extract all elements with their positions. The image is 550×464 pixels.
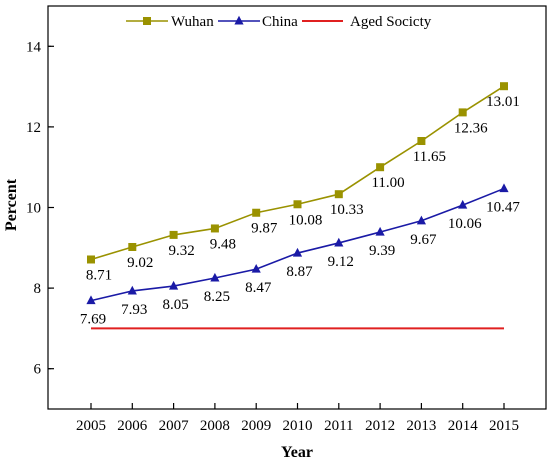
legend: Wuhan China Aged Socicty bbox=[126, 14, 432, 30]
data-label: 10.47 bbox=[486, 200, 520, 216]
x-tick-label: 2015 bbox=[489, 418, 519, 434]
marker-square bbox=[252, 208, 261, 217]
data-label: 8.25 bbox=[204, 289, 230, 305]
data-label: 13.01 bbox=[486, 94, 520, 110]
marker-square bbox=[334, 190, 343, 199]
data-label: 7.93 bbox=[121, 302, 147, 318]
x-tick-label: 2013 bbox=[406, 418, 436, 434]
marker-square bbox=[87, 255, 95, 264]
series-wuhan bbox=[87, 82, 508, 264]
data-label: 9.02 bbox=[127, 255, 153, 271]
y-tick-label: 8 bbox=[34, 281, 42, 297]
data-label: 7.69 bbox=[80, 312, 106, 328]
marker-triangle bbox=[127, 285, 137, 295]
marker-triangle bbox=[169, 280, 179, 290]
y-tick-label: 12 bbox=[26, 120, 41, 136]
data-label: 8.87 bbox=[286, 264, 313, 280]
marker-triangle bbox=[251, 263, 261, 273]
marker-square bbox=[128, 242, 137, 251]
legend-label: China bbox=[262, 14, 298, 30]
y-tick-label: 10 bbox=[26, 201, 41, 217]
legend-item: Wuhan bbox=[126, 14, 214, 30]
legend-item: China bbox=[218, 14, 298, 30]
data-label: 9.48 bbox=[210, 236, 236, 252]
marker-triangle bbox=[375, 226, 385, 236]
y-tick-label: 6 bbox=[34, 362, 42, 378]
marker-square bbox=[169, 230, 178, 239]
x-tick-label: 2009 bbox=[241, 418, 271, 434]
marker-triangle bbox=[210, 272, 220, 282]
x-tick-label: 2014 bbox=[448, 418, 479, 434]
data-label: 9.12 bbox=[328, 254, 354, 270]
marker-square bbox=[210, 224, 219, 233]
legend-label: Aged Socicty bbox=[350, 14, 432, 30]
data-label: 8.05 bbox=[162, 297, 188, 313]
data-label: 10.08 bbox=[289, 212, 323, 228]
x-tick-label: 2012 bbox=[365, 418, 395, 434]
x-axis-title: Year bbox=[281, 444, 313, 461]
data-label: 10.06 bbox=[448, 216, 482, 232]
marker-triangle bbox=[334, 237, 344, 247]
data-label: 9.87 bbox=[251, 221, 278, 237]
x-tick-label: 2005 bbox=[76, 418, 106, 434]
series-layer bbox=[86, 82, 509, 330]
marker-triangle bbox=[86, 295, 96, 305]
data-label: 12.36 bbox=[454, 120, 488, 136]
marker-triangle bbox=[499, 183, 509, 193]
data-label: 10.33 bbox=[330, 202, 364, 218]
marker-square bbox=[500, 82, 508, 91]
marker-square bbox=[143, 17, 151, 25]
data-labels: 8.71 9.02 9.32 9.48 9.87 10.08 10.33 11.00 11.65… bbox=[80, 94, 521, 327]
legend-label: Wuhan bbox=[171, 14, 214, 30]
data-label: 8.47 bbox=[245, 280, 272, 296]
x-tick-label: 2008 bbox=[200, 418, 230, 434]
marker-square bbox=[458, 108, 467, 117]
data-label: 9.67 bbox=[410, 232, 437, 248]
marker-triangle bbox=[458, 199, 468, 209]
data-label: 9.32 bbox=[168, 243, 194, 259]
data-label: 9.39 bbox=[369, 243, 395, 259]
marker-square bbox=[376, 163, 385, 172]
x-tick-label: 2010 bbox=[283, 418, 313, 434]
marker-square bbox=[417, 137, 426, 146]
marker-triangle bbox=[416, 215, 426, 225]
data-label: 8.71 bbox=[86, 267, 112, 283]
y-axis-title: Percent bbox=[3, 178, 20, 231]
y-tick-label: 14 bbox=[26, 39, 42, 55]
x-tick-label: 2011 bbox=[324, 418, 353, 434]
x-tick-label: 2006 bbox=[117, 418, 148, 434]
series-china bbox=[86, 183, 509, 305]
legend-item: Aged Socicty bbox=[302, 14, 432, 30]
marker-square bbox=[293, 200, 302, 209]
marker-triangle bbox=[234, 15, 244, 25]
x-tick-label: 2007 bbox=[159, 418, 190, 434]
series-line bbox=[90, 85, 505, 261]
ticks: 6 8 10 12 14 2005 2006 2007 2008 2009 2010 2011 2012… bbox=[26, 39, 519, 434]
marker-triangle bbox=[292, 247, 303, 257]
data-label: 11.65 bbox=[413, 149, 446, 165]
data-label: 11.00 bbox=[371, 175, 404, 191]
